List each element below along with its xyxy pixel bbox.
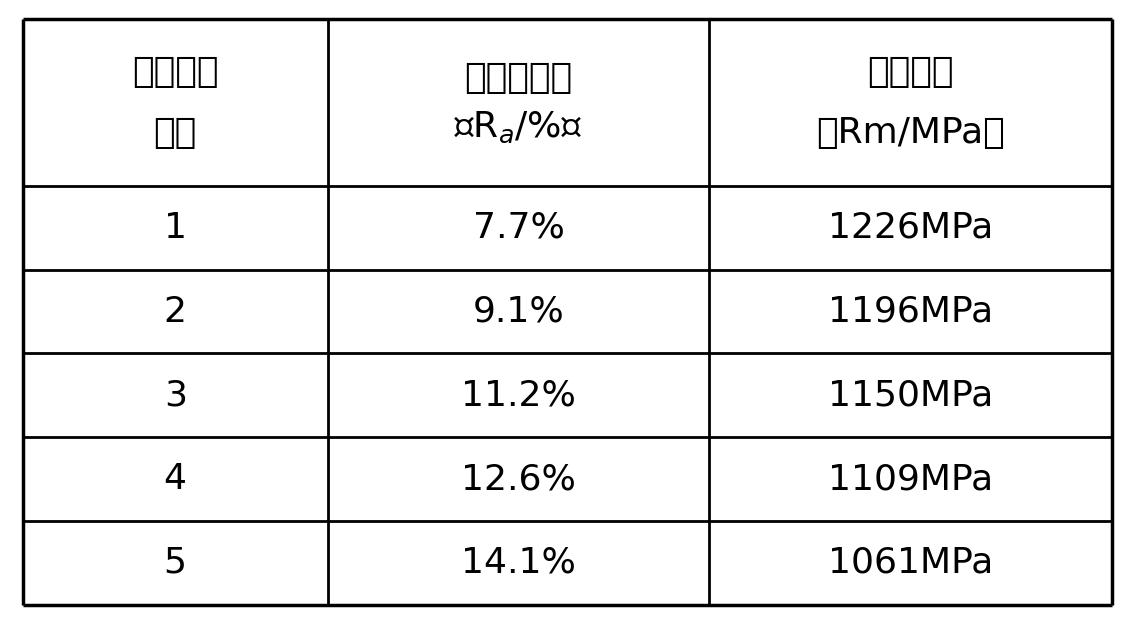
Text: 12.6%: 12.6% (461, 462, 575, 496)
Text: 1061MPa: 1061MPa (829, 546, 993, 580)
Text: 9.1%: 9.1% (472, 294, 564, 329)
Text: 5: 5 (163, 546, 187, 580)
Text: 1150MPa: 1150MPa (829, 378, 993, 412)
Text: 3: 3 (163, 378, 187, 412)
Text: 抗拉强度
（Rm/MPa）: 抗拉强度 （Rm/MPa） (816, 55, 1006, 150)
Text: 1109MPa: 1109MPa (829, 462, 993, 496)
Text: 奥氏体含量: 奥氏体含量 (464, 60, 572, 94)
Text: 1196MPa: 1196MPa (829, 294, 993, 329)
Text: 标准试样
编号: 标准试样 编号 (132, 55, 219, 150)
Text: 11.2%: 11.2% (461, 378, 575, 412)
Text: （R$_a$/%）: （R$_a$/%） (454, 109, 582, 144)
Text: 7.7%: 7.7% (472, 211, 564, 245)
Text: 4: 4 (163, 462, 187, 496)
Text: 2: 2 (163, 294, 187, 329)
Text: 1226MPa: 1226MPa (829, 211, 993, 245)
Text: 1: 1 (163, 211, 187, 245)
Text: 14.1%: 14.1% (461, 546, 575, 580)
